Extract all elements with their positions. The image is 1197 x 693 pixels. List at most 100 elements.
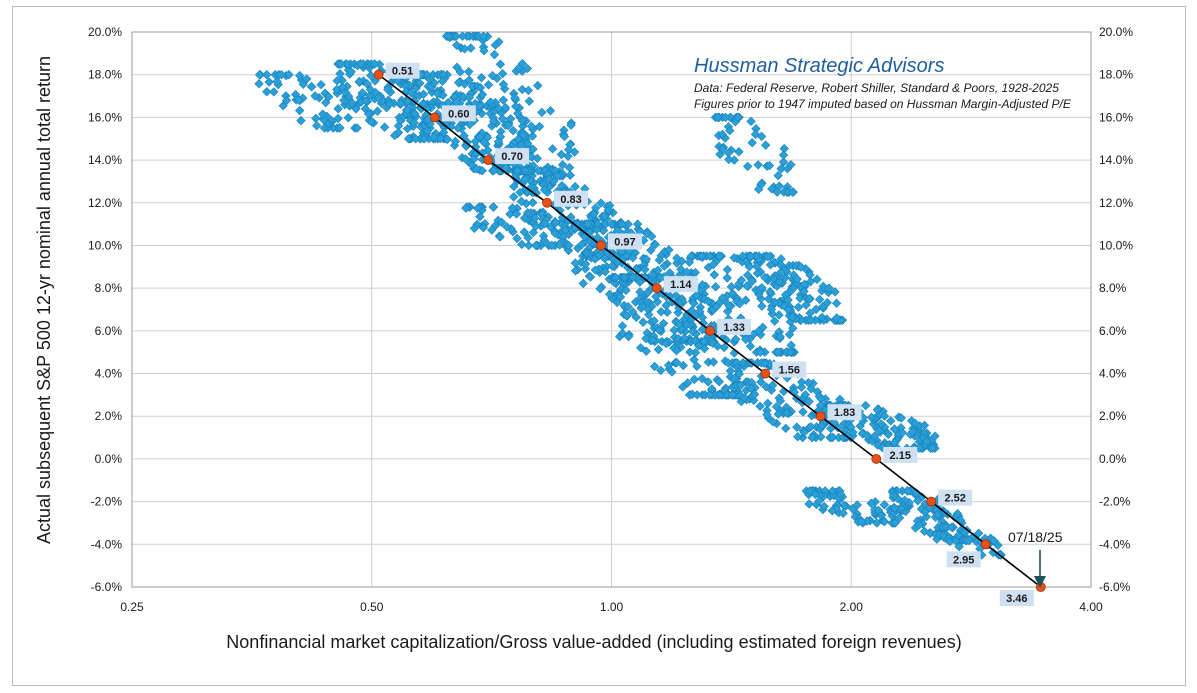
scatter-point [452, 62, 462, 72]
scatter-point [531, 240, 541, 251]
scatter-point [756, 131, 767, 142]
scatter-point [824, 283, 834, 293]
scatter-point [806, 315, 816, 325]
scatter-point [510, 93, 520, 103]
scatter-point [488, 166, 499, 176]
scatter-point [799, 286, 809, 297]
scatter-point [682, 309, 692, 320]
scatter-point [294, 95, 304, 105]
scatter-point [559, 131, 570, 142]
scatter-point [522, 63, 533, 74]
y-tick-left: 12.0% [88, 196, 122, 210]
fit-point [651, 283, 662, 294]
scatter-point [406, 88, 416, 98]
scatter-point [508, 125, 518, 136]
scatter-point [516, 140, 526, 150]
scatter-point [501, 163, 511, 173]
scatter-point [557, 160, 568, 170]
scatter-point [714, 251, 725, 261]
y-tick-right: 8.0% [1099, 281, 1127, 295]
scatter-point [729, 155, 739, 165]
scatter-point [637, 301, 648, 311]
fit-point [760, 368, 771, 379]
scatter-point [437, 76, 448, 86]
scatter-point [703, 377, 713, 387]
scatter-point [615, 292, 626, 302]
scatter-point [753, 326, 764, 336]
scatter-point [724, 301, 734, 311]
scatter-point [648, 335, 658, 345]
scatter-point [816, 394, 826, 404]
scatter-point [444, 31, 454, 41]
scatter-point [773, 409, 783, 419]
tick-labels: 20.0% 18.0% 16.0% 14.0% 12.0% 10.0% 8.0% 6.0% 4.… [88, 25, 1133, 614]
scatter-point [505, 114, 516, 124]
scatter-point [745, 341, 756, 351]
scatter-point [464, 66, 474, 77]
y-axis-title: Actual subsequent S&P 500 12-yr nominal … [34, 56, 54, 544]
scatter-point [612, 297, 622, 308]
scatter-point [814, 294, 825, 305]
scatter-point [805, 270, 815, 280]
scatter-point [710, 282, 721, 292]
scatter-point [781, 423, 791, 434]
scatter-point [596, 198, 606, 208]
x-tick: 0.50 [360, 600, 384, 614]
scatter-point [753, 160, 763, 170]
scatter-point [801, 300, 811, 310]
scatter-point [379, 122, 390, 132]
scatter-point [563, 145, 574, 155]
scatter-point [298, 79, 308, 89]
scatter-point [410, 109, 420, 119]
scatter-point [765, 260, 776, 270]
scatter-point [792, 274, 802, 284]
scatter-point [607, 261, 617, 271]
scatter-point [800, 390, 811, 400]
fit-label: 0.83 [560, 194, 581, 206]
scatter-point [691, 290, 702, 300]
scatter-point [697, 373, 707, 384]
scatter-point [466, 43, 476, 53]
scatter-point [778, 157, 789, 167]
scatter-point [795, 293, 805, 303]
scatter-point [723, 148, 734, 158]
scatter-point [739, 393, 750, 403]
scatter-point [418, 89, 429, 99]
plot-border [131, 31, 1092, 588]
scatter-point [731, 334, 741, 344]
fit-point [596, 240, 606, 251]
scatter-point [490, 40, 501, 50]
scatter-point [254, 70, 265, 80]
scatter-point [827, 432, 837, 443]
scatter-point [312, 121, 322, 131]
scatter-point [751, 251, 762, 261]
scatter-point [778, 150, 789, 160]
scatter-point [472, 203, 483, 214]
scatter-point [610, 272, 621, 283]
scatter-point [507, 203, 518, 213]
scatter-point [475, 212, 485, 222]
scatter-point [696, 251, 707, 261]
scatter-point [642, 287, 653, 298]
scatter-point [722, 264, 733, 275]
scatter-point [756, 377, 766, 387]
scatter-point [661, 338, 671, 349]
scatter-point [793, 302, 804, 312]
scatter-point [458, 92, 468, 102]
scatter-point [653, 265, 663, 275]
scatter-point [638, 317, 648, 327]
scatter-point [804, 396, 814, 407]
scatter-point [565, 170, 575, 180]
scatter-point [860, 400, 871, 411]
scatter-point [751, 124, 761, 134]
y-tick-right: -2.0% [1099, 495, 1131, 509]
scatter-point [658, 318, 669, 329]
scatter-point [760, 358, 770, 368]
scatter-point [453, 123, 463, 133]
scatter-point [577, 239, 587, 250]
scatter-point [513, 108, 523, 119]
scatter-point [623, 219, 633, 229]
fit-point [926, 496, 937, 507]
fit-point [871, 454, 882, 464]
y-tick-left: 14.0% [88, 153, 122, 167]
